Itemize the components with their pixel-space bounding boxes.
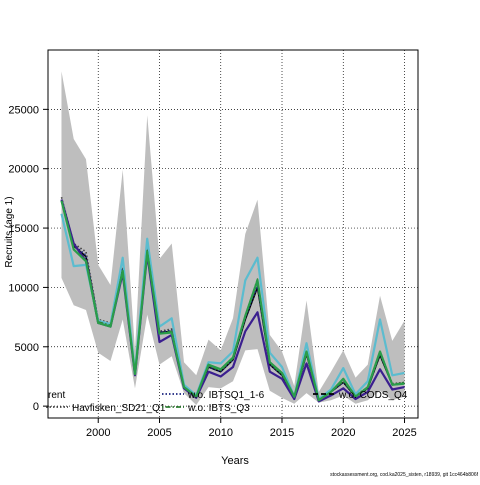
legend-label: w.o. IBTS_Q3 bbox=[187, 403, 250, 414]
y-tick-label: 10000 bbox=[8, 282, 39, 294]
legend-label: rent bbox=[48, 390, 65, 401]
legend: rent Havfisken_SD21_Q1 w.o. IBTSQ1_1-6 w.o.… bbox=[46, 390, 408, 414]
x-tick-label: 2000 bbox=[86, 427, 110, 439]
series-line-6 bbox=[60, 200, 405, 402]
y-tick-label: 20000 bbox=[8, 164, 39, 176]
uncertainty-band bbox=[61, 71, 405, 405]
footer-credit: stockassessment.org, cod.ka2025_sisten, … bbox=[330, 472, 478, 478]
legend-label: Havfisken_SD21_Q1 bbox=[72, 403, 166, 414]
y-axis-label: Recruits (age 1) bbox=[4, 196, 15, 267]
y-tick-label: 15000 bbox=[8, 223, 39, 235]
x-tick-label: 2015 bbox=[270, 427, 294, 439]
legend-label: w.o. CODS_Q4 bbox=[338, 390, 408, 401]
y-tick-label: 0 bbox=[33, 401, 39, 413]
x-tick-label: 2005 bbox=[147, 427, 171, 439]
series-line-5 bbox=[60, 213, 405, 401]
x-tick-label: 2010 bbox=[209, 427, 233, 439]
x-axis-label: Years bbox=[221, 455, 249, 467]
x-tick-label: 2020 bbox=[331, 427, 355, 439]
y-tick-label: 5000 bbox=[15, 342, 39, 354]
y-tick-label: 25000 bbox=[8, 104, 39, 116]
plot-frame bbox=[47, 49, 419, 419]
legend-label: w.o. IBTSQ1_1-6 bbox=[187, 390, 265, 401]
confidence-band bbox=[61, 71, 405, 405]
axes: 2000 2005 2010 2015 2020 2025 0 5000 10000 15000 2… bbox=[8, 49, 419, 439]
series-lines bbox=[60, 196, 405, 403]
x-tick-label: 2025 bbox=[392, 427, 416, 439]
